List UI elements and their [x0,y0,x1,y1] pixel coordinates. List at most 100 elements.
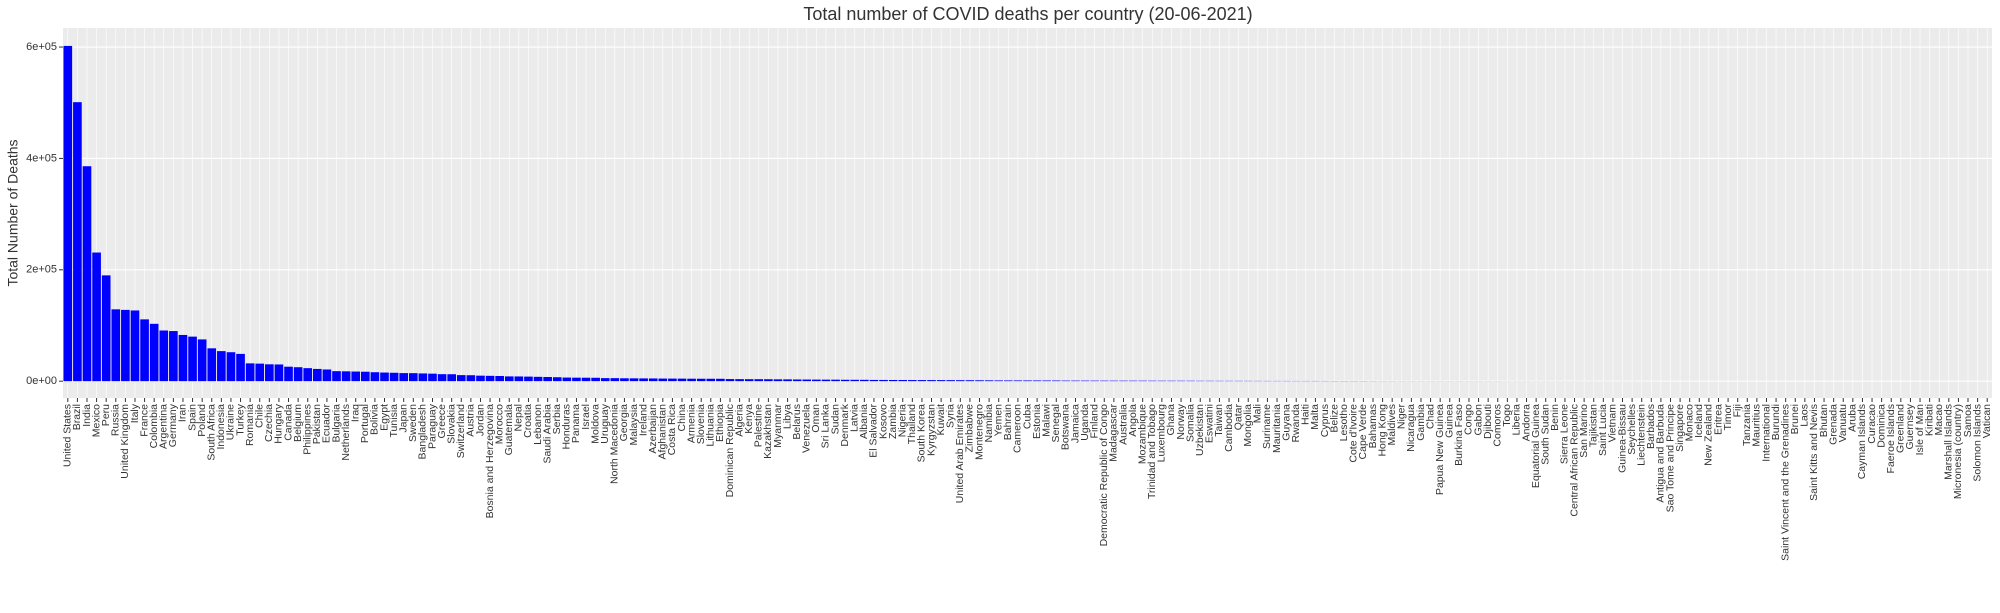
x-tick-label: Croatia [522,404,534,438]
x-tick-label: Cayman Islands [1856,404,1868,479]
x-tick-label: Canada [282,404,294,441]
x-tick-label: Norway [1175,403,1187,439]
x-tick-label: Mauritius [1751,404,1763,447]
bar [1042,380,1052,382]
x-tick-label: Kiribati [1923,404,1935,436]
x-tick-label: Ireland [637,404,649,436]
x-tick-label: Morocco [493,404,505,444]
x-tick-label: Vietnam [1607,404,1619,443]
bar [92,252,101,382]
x-tick-label: International [1760,404,1772,462]
x-tick-label: Malaysia [628,404,640,446]
bar [610,378,620,382]
x-tick-label: Palestine [753,404,765,447]
bar [207,348,217,382]
bar [1032,380,1042,382]
x-tick-label: Guinea-Bissau [1616,404,1628,473]
bar [639,378,648,382]
x-tick-label: Guatemala [503,404,515,456]
x-tick-label: Andorra [1520,404,1532,442]
x-tick-label: Eritrea [1712,404,1724,435]
bar [428,373,437,382]
bar [668,378,677,382]
x-tick-label: Papua New Guinea [1434,404,1446,495]
x-tick-label: Slovakia [445,404,457,444]
x-tick-label: Libya [781,404,793,429]
x-tick-label: Mauritania [1271,404,1283,453]
x-tick-label: Maldives [1386,404,1398,445]
bar [956,380,965,382]
x-tick-label: United States [62,404,74,467]
bar [927,380,936,382]
x-tick-label: Chile [254,404,266,428]
x-tick-label: Luxembourg [1156,404,1168,463]
bar [716,378,725,382]
x-tick-label: Central African Republic [1568,404,1580,517]
bar [1003,380,1013,382]
bar [831,379,840,382]
bar [1128,380,1138,382]
bar [226,352,236,382]
x-tick-label: Curacao [1866,404,1878,444]
x-tick-label: Nicaragua [1405,404,1417,452]
bar [984,380,994,382]
x-tick-label: Liberia [1511,404,1523,436]
x-tick-label: Germany [167,403,179,447]
x-tick-label: Tunisia [388,404,400,438]
x-tick-label: Solomon Islands [1971,404,1983,482]
bar [265,364,274,382]
bar [159,330,169,382]
bar [764,379,773,382]
x-tick-label: Romania [244,404,256,446]
x-tick-label: Faeroe Islands [1885,404,1897,473]
x-tick-label: Lebanon [532,404,544,445]
bar [504,376,514,382]
x-tick-label: Kazakhstan [762,404,774,459]
bar [783,379,792,382]
x-tick-label: Oman [810,404,822,433]
bar [514,376,524,382]
bar [341,371,351,382]
x-tick-label: Sierra Leone [1559,404,1571,464]
x-tick-label: Singapore [1674,404,1686,452]
bar [73,102,82,382]
bar [840,379,850,382]
bar [850,379,860,382]
bar [380,372,389,382]
x-tick-label: Pakistan [311,404,323,444]
x-tick-label: Argentina [158,404,170,449]
bar [303,368,313,382]
x-tick-label: Colombia [148,404,160,449]
bar [197,339,207,382]
x-tick-label: Indonesia [215,404,227,450]
x-tick-label: Zambia [887,404,899,439]
x-tick-label: Gambia [1415,404,1427,441]
x-tick-label: Myanmar [772,404,784,448]
bar [495,376,504,382]
x-tick-label: Chad [1424,404,1436,429]
x-tick-label: South Africa [206,404,218,461]
x-tick-label: Venezuela [801,404,813,453]
x-tick-label: Trinidad and Tobago [1146,404,1158,499]
bar [313,368,322,382]
x-tick-label: Sudan [829,404,841,435]
x-tick-label: Burkina Faso [1453,404,1465,466]
bar [754,379,764,382]
x-tick-label: Yemen [992,404,1004,436]
x-tick-label: Congo [1463,404,1475,435]
bar [524,376,533,382]
x-tick-label: Greece [436,404,448,439]
x-tick-label: Costa Rica [666,404,678,456]
x-tick-label: Laos [1799,404,1811,427]
x-tick-label: Samoa [1962,404,1974,437]
x-tick-label: China [676,404,688,432]
bar [994,380,1004,382]
chart-title: Total number of COVID deaths per country… [803,4,1252,24]
x-tick-label: Panama [570,404,582,443]
x-tick-label: India [81,404,93,427]
bar [792,379,802,382]
x-tick-label: Suriname [1261,404,1273,449]
x-tick-label: Mozambique [1136,404,1148,464]
